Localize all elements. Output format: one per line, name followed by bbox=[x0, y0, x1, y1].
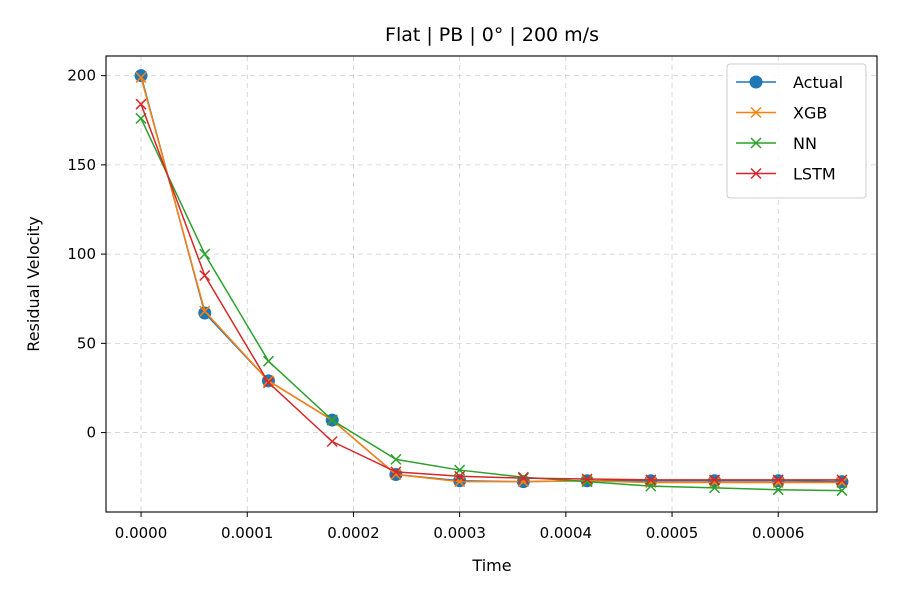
data-point-xgb-stroke bbox=[836, 477, 848, 489]
series-layer bbox=[134, 69, 849, 497]
data-point-lstm bbox=[708, 474, 721, 486]
data-point-lstm bbox=[645, 474, 657, 486]
data-point-nn-stroke bbox=[836, 485, 848, 497]
data-point-nn-stroke bbox=[708, 482, 721, 494]
chart-title: Flat | PB | 0° | 200 m/s bbox=[385, 24, 599, 46]
data-point-lstm-stroke bbox=[390, 466, 402, 478]
y-tick-label: 200 bbox=[67, 67, 96, 85]
data-point-lstm-stroke bbox=[135, 98, 147, 110]
data-point-lstm-stroke bbox=[581, 473, 593, 485]
y-tick-label: 150 bbox=[67, 156, 96, 174]
series-lstm bbox=[135, 98, 848, 486]
axes bbox=[105, 55, 878, 513]
data-point-xgb-stroke bbox=[199, 305, 211, 317]
data-point-nn bbox=[836, 485, 848, 497]
data-point-nn bbox=[772, 484, 784, 496]
data-point-xgb bbox=[199, 305, 211, 317]
data-point-nn-stroke bbox=[326, 414, 338, 426]
data-point-nn bbox=[708, 482, 721, 494]
data-point-lstm-stroke bbox=[517, 472, 529, 484]
legend-marker-stroke bbox=[750, 106, 762, 119]
data-point-nn bbox=[390, 453, 402, 465]
data-point-lstm-stroke bbox=[708, 474, 721, 486]
x-tick-label: 0.0005 bbox=[646, 524, 699, 542]
data-point-lstm bbox=[199, 269, 211, 282]
data-point-nn bbox=[262, 355, 275, 367]
x-tick-label: 0.0003 bbox=[433, 524, 486, 542]
data-point-nn bbox=[326, 414, 338, 426]
series-line-nn bbox=[140, 118, 842, 492]
legend-marker bbox=[750, 137, 762, 149]
data-point-xgb bbox=[454, 476, 466, 488]
legend-marker bbox=[750, 106, 762, 119]
data-point-xgb bbox=[390, 468, 402, 481]
data-point-lstm bbox=[135, 98, 147, 110]
data-point-xgb-stroke bbox=[390, 468, 402, 481]
y-tick-label: 100 bbox=[67, 245, 96, 263]
data-point-xgb-stroke bbox=[262, 375, 275, 387]
legend-marker-stroke bbox=[750, 137, 762, 149]
data-point-nn-stroke bbox=[772, 484, 784, 496]
data-point-nn-stroke bbox=[262, 355, 275, 367]
data-point-xgb-stroke bbox=[135, 71, 147, 83]
legend-marker bbox=[750, 167, 762, 180]
legend-label: XGB bbox=[793, 104, 827, 123]
data-point-lstm bbox=[326, 435, 338, 448]
legend-label: Actual bbox=[793, 73, 843, 92]
legend-label: LSTM bbox=[793, 165, 836, 184]
series-line-xgb bbox=[140, 77, 842, 484]
data-point-actual bbox=[134, 69, 148, 83]
y-tick-label: 0 bbox=[86, 424, 96, 442]
data-point-lstm-stroke bbox=[454, 470, 466, 482]
data-point-lstm-stroke bbox=[772, 474, 784, 486]
data-point-lstm bbox=[836, 474, 848, 486]
data-point-nn-stroke bbox=[390, 453, 402, 465]
ticks: 0.0000 0.0001 0.0002 0.0003 0.0004 0.0005 0.00… bbox=[67, 67, 804, 542]
x-tick-label: 0.0001 bbox=[221, 524, 274, 542]
x-tick-label: 0.0000 bbox=[115, 524, 168, 542]
legend-box bbox=[726, 63, 867, 199]
data-point-lstm bbox=[262, 377, 275, 389]
data-point-lstm-stroke bbox=[199, 269, 211, 282]
x-tick-label: 0.0002 bbox=[327, 524, 380, 542]
x-tick-label: 0.0006 bbox=[752, 524, 805, 542]
legend-item-actual: Actual bbox=[736, 73, 843, 92]
legend-marker-stroke bbox=[750, 167, 762, 180]
data-point-nn-stroke bbox=[199, 248, 211, 260]
data-point-xgb bbox=[135, 71, 147, 83]
data-point-xgb-stroke bbox=[454, 476, 466, 488]
data-point-nn bbox=[199, 248, 211, 260]
x-axis-label: Time bbox=[471, 556, 511, 575]
series-line-lstm bbox=[140, 103, 842, 481]
legend-label: NN bbox=[793, 134, 817, 153]
data-point-lstm-stroke bbox=[836, 474, 848, 486]
legend-marker bbox=[749, 75, 763, 89]
legend-item-lstm: LSTM bbox=[736, 165, 836, 184]
data-point-lstm bbox=[581, 473, 593, 485]
data-point-lstm-stroke bbox=[262, 377, 275, 389]
data-point-lstm bbox=[454, 470, 466, 482]
legend: Actual XGB NN LSTM bbox=[726, 63, 867, 199]
x-tick-label: 0.0004 bbox=[540, 524, 593, 542]
data-point-lstm bbox=[772, 474, 784, 486]
data-point-actual bbox=[198, 306, 212, 320]
legend-item-nn: NN bbox=[736, 134, 817, 153]
plot-frame bbox=[105, 55, 878, 513]
data-point-lstm-stroke bbox=[645, 474, 657, 486]
y-axis-label: Residual Velocity bbox=[24, 216, 43, 351]
data-point-lstm bbox=[517, 472, 529, 484]
y-tick-label: 50 bbox=[77, 334, 96, 352]
legend-item-xgb: XGB bbox=[736, 104, 827, 123]
data-point-lstm-stroke bbox=[326, 435, 338, 448]
data-point-lstm bbox=[390, 466, 402, 478]
